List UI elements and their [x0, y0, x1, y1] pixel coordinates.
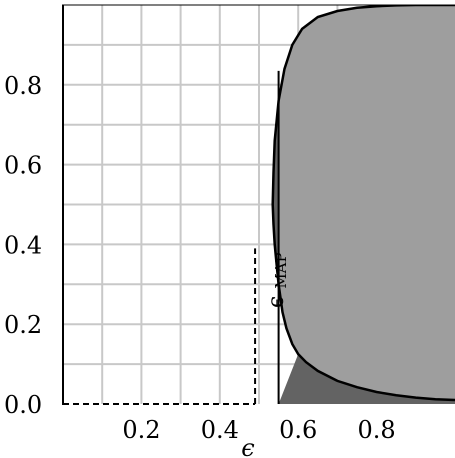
x-tick-label: 0.8	[358, 416, 396, 444]
axis-layer	[62, 4, 455, 405]
tick-layer: 0.2 0.4 0.6 0.8 0.0 0.2 0.4 0.6 0.8	[4, 72, 396, 444]
epsilon-map-annotation: ϵ MAP	[264, 252, 290, 308]
epsilon-map-label: ϵ MAP	[264, 252, 290, 308]
x-axis-title: ϵ	[241, 434, 254, 458]
y-tick-label: 0.8	[4, 72, 42, 100]
y-tick-label: 0.2	[4, 311, 42, 339]
region-dark-bottom	[278, 354, 455, 404]
marker-layer	[63, 248, 257, 405]
region-layer	[271, 5, 455, 404]
x-tick-label: 0.4	[201, 416, 239, 444]
region-light	[278, 5, 455, 400]
y-tick-label: 0.0	[4, 391, 42, 419]
boundary-curve	[271, 5, 455, 402]
y-tick-label: 0.4	[4, 231, 42, 259]
y-tick-label: 0.6	[4, 152, 42, 180]
epsilon-map-subscript: MAP	[272, 252, 290, 288]
x-tick-label: 0.6	[279, 416, 317, 444]
x-tick-label: 0.2	[122, 416, 160, 444]
epsilon-map-symbol: ϵ	[264, 296, 289, 308]
